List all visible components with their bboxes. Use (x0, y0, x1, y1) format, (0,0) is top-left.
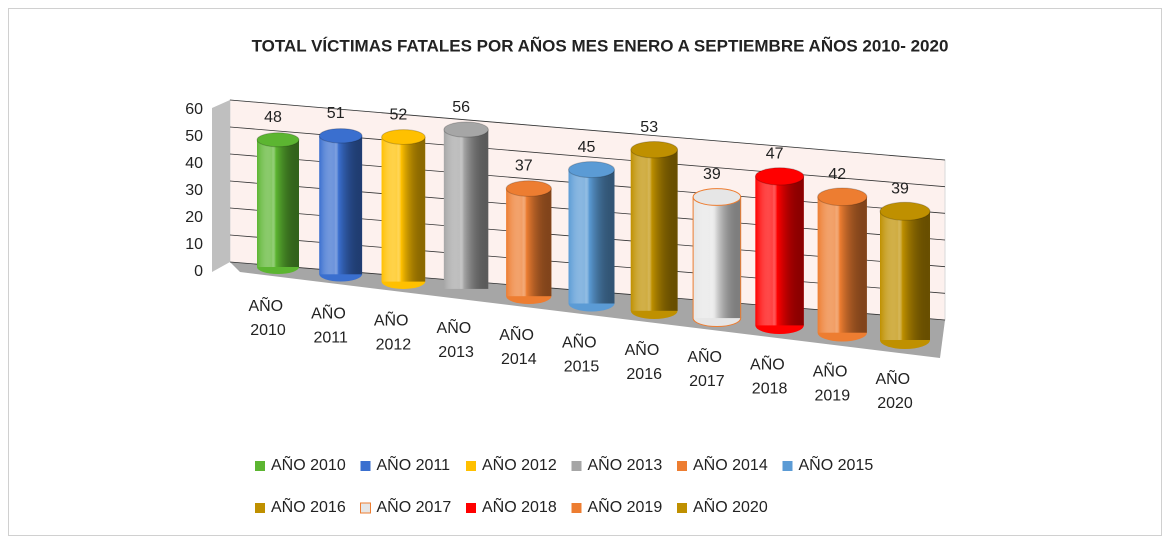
cylinder (256, 132, 300, 274)
cylinder-top (381, 129, 426, 145)
chart-title: TOTAL VÍCTIMAS FATALES POR AÑOS MES ENER… (252, 35, 949, 55)
data-label: 52 (390, 106, 408, 123)
legend-label: AÑO 2015 (799, 454, 874, 474)
legend-swatch (360, 461, 371, 471)
legend-swatch (782, 461, 793, 471)
bar-shade (443, 129, 489, 289)
cylinder-top (443, 121, 489, 138)
cylinder (568, 161, 615, 312)
x-tick-label: AÑO 2011 (311, 303, 350, 347)
bar-shade (381, 137, 426, 282)
data-label: 53 (640, 119, 658, 136)
y-tick-label: 20 (185, 209, 203, 226)
legend-label: AÑO 2011 (377, 454, 451, 474)
y-tick-label: 40 (185, 155, 203, 172)
legend-label: AÑO 2018 (482, 496, 557, 516)
y-tick-label: 30 (185, 182, 203, 199)
legend-swatch (571, 503, 582, 513)
side-wall (212, 100, 230, 272)
legend-swatch (677, 461, 687, 471)
legend-swatch (466, 503, 476, 513)
legend-swatch (255, 503, 265, 513)
cylinder (505, 180, 552, 305)
cylinder-top (879, 201, 931, 221)
data-label: 51 (327, 105, 345, 122)
bar-shade (817, 196, 867, 333)
cylinder (754, 167, 805, 334)
cylinder-top (817, 187, 868, 207)
cylinder (879, 201, 931, 349)
cylinder-top (754, 167, 805, 186)
legend-swatch (677, 503, 687, 513)
bar-outline (692, 197, 742, 319)
x-tick-label: AÑO 2016 (625, 339, 664, 383)
bar-shade (630, 149, 678, 311)
cylinder (817, 187, 868, 342)
legend-swatch (571, 461, 582, 471)
bar-shade (257, 139, 299, 267)
legend-swatch (466, 461, 476, 471)
legend-swatch (360, 502, 371, 514)
data-label: 47 (766, 146, 784, 163)
legend-label: AÑO 2014 (693, 454, 768, 474)
bar-shade (319, 135, 363, 275)
y-tick-label: 0 (194, 263, 203, 280)
cylinder (318, 128, 363, 282)
data-label: 56 (452, 99, 470, 116)
cylinder-top (568, 161, 615, 179)
x-tick-label: AÑO 2015 (562, 332, 601, 376)
data-label: 42 (828, 166, 846, 183)
data-label: 39 (703, 166, 721, 183)
cylinder-top (505, 180, 552, 197)
x-tick-label: AÑO 2010 (248, 295, 287, 339)
bar-shade (755, 176, 804, 326)
x-tick-label: AÑO 2017 (687, 346, 726, 390)
y-tick-label: 10 (185, 236, 203, 253)
cylinder-top (692, 188, 742, 206)
bar-shade (880, 211, 930, 340)
data-label: 39 (891, 181, 909, 198)
x-tick-label: AÑO 2013 (437, 317, 476, 361)
x-tick-label: AÑO 2019 (813, 361, 852, 405)
x-tick-label: AÑO 2012 (374, 310, 413, 354)
data-label: 37 (515, 158, 533, 175)
cylinder (381, 129, 426, 289)
bar-shade (506, 188, 552, 297)
cylinder-top (256, 132, 300, 148)
x-tick-label: AÑO 2020 (875, 368, 914, 412)
cylinder-top (630, 140, 679, 159)
y-tick-label: 60 (185, 101, 203, 118)
data-label: 48 (264, 109, 282, 126)
grid-line (229, 99, 946, 161)
legend-label: AÑO 2013 (588, 454, 663, 474)
y-tick-label: 50 (185, 128, 203, 145)
cylinder (630, 140, 679, 319)
legend-swatch (255, 461, 265, 471)
legend-label: AÑO 2017 (377, 496, 452, 516)
legend-label: AÑO 2019 (588, 496, 663, 516)
legend-label: AÑO 2020 (693, 496, 768, 516)
legend-label: AÑO 2010 (271, 454, 346, 474)
cylinder (692, 188, 742, 328)
data-label: 45 (578, 139, 596, 156)
x-tick-label: AÑO 2018 (750, 354, 789, 398)
cylinder (443, 121, 489, 297)
legend-label: AÑO 2016 (271, 496, 346, 516)
cylinder-top (318, 128, 363, 144)
bar-shade (693, 197, 741, 319)
x-tick-label: AÑO 2014 (499, 324, 538, 368)
bar-shade (568, 169, 615, 304)
legend-label: AÑO 2012 (482, 454, 557, 474)
